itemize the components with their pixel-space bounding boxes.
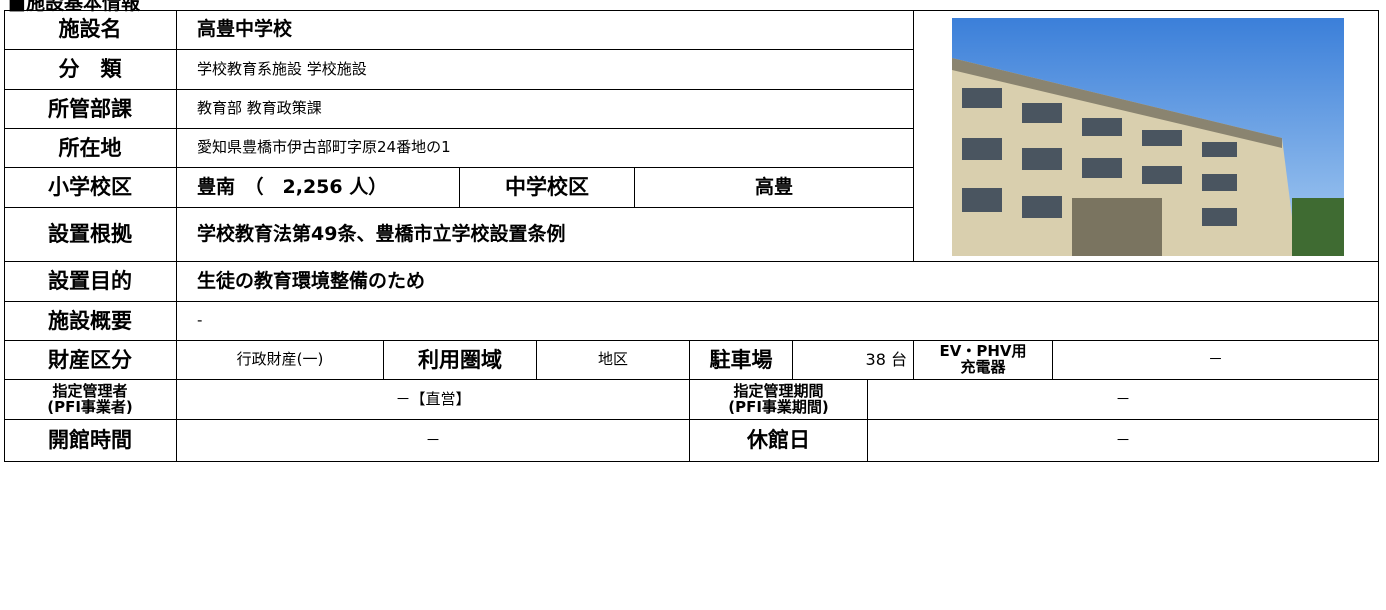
field-value: 愛知県豊橋市伊古部町字原24番地の1 — [177, 129, 914, 168]
field-label: 利用圏域 — [384, 341, 537, 380]
field-value: 生徒の教育環境整備のため — [177, 262, 1379, 302]
field-label: 設置根拠 — [4, 208, 177, 262]
field-label: 所在地 — [4, 129, 177, 168]
field-label: 指定管理者 (PFI事業者) — [4, 380, 177, 420]
facility-photo — [952, 18, 1344, 256]
field-value: 教育部 教育政策課 — [177, 90, 914, 129]
field-value: 高豊中学校 — [177, 10, 914, 50]
field-label: 施設名 — [4, 10, 177, 50]
field-label: 指定管理期間 (PFI事業期間) — [690, 380, 868, 420]
field-label: EV・PHV用 充電器 — [914, 341, 1053, 380]
field-label: 財産区分 — [4, 341, 177, 380]
field-label: 所管部課 — [4, 90, 177, 129]
field-label: 小学校区 — [4, 168, 177, 208]
field-value: － — [868, 420, 1379, 462]
field-value: 豊南 （ 2,256 人） — [177, 168, 460, 208]
field-label: 施設概要 — [4, 302, 177, 341]
field-label: 休館日 — [690, 420, 868, 462]
field-value: 行政財産(一) — [177, 341, 384, 380]
photo-cell — [914, 10, 1379, 262]
field-value: － — [868, 380, 1379, 420]
field-value: 地区 — [537, 341, 690, 380]
field-label: 分 類 — [4, 50, 177, 90]
field-value: - — [177, 302, 1379, 341]
field-label: 駐車場 — [690, 341, 793, 380]
field-value: 学校教育法第49条、豊橋市立学校設置条例 — [177, 208, 914, 262]
field-label: 中学校区 — [460, 168, 635, 208]
field-value: － — [177, 420, 690, 462]
field-value: 高豊 — [635, 168, 914, 208]
field-value: － — [1053, 341, 1379, 380]
field-value: －【直営】 — [177, 380, 690, 420]
field-label: 開館時間 — [4, 420, 177, 462]
table-frame — [4, 10, 1379, 462]
field-value: 38 台 — [793, 341, 914, 380]
field-value: 学校教育系施設 学校施設 — [177, 50, 914, 90]
field-label: 設置目的 — [4, 262, 177, 302]
